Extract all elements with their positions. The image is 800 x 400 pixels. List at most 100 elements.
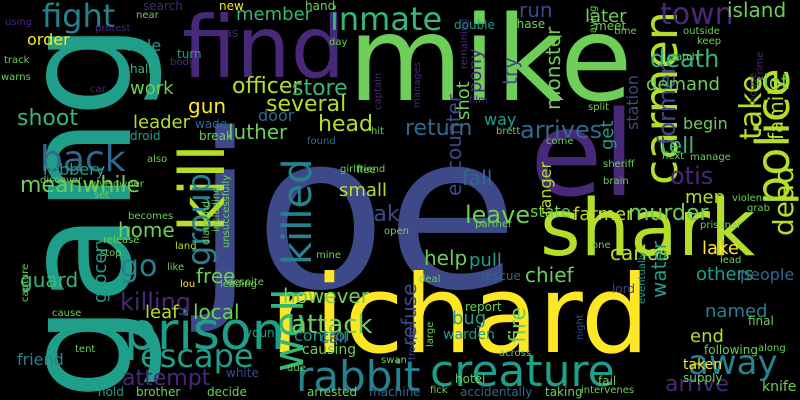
cloud-word: meanwhile [20,173,141,198]
cloud-word: hit [371,126,385,137]
cloud-word: becomes [128,211,174,222]
cloud-word: member [236,4,313,25]
cloud-word: causing [302,342,357,358]
cloud-word: el [530,85,636,223]
cloud-word: using [5,17,33,28]
cloud-word: rescue [481,269,521,283]
cloud-word: farmer [573,204,634,225]
cloud-word: gun [188,94,227,118]
cloud-word: demand [646,74,720,95]
cloud-word: like [167,262,185,273]
cloud-word: head [318,112,373,137]
cloud-word: owner [113,179,144,190]
cloud-word: shark [540,184,756,274]
cloud-word: however [283,284,369,308]
cloud-word: final [748,314,774,328]
cloud-word: meet [595,19,627,33]
cloud-word: mike [348,0,633,128]
cloud-word: day [329,37,348,48]
cloud-word: time [614,26,637,37]
cloud-word: prisoner [700,220,742,231]
cloud-word: fail [598,374,617,388]
cloud-word: white [226,366,259,380]
cloud-word: leader [133,112,191,133]
cloud-word: home [118,218,175,242]
cloud-word: control [294,326,350,345]
cloud-word: trooper [407,323,418,360]
cloud-word: machine [369,385,421,399]
cloud-word: car [90,84,106,95]
cloud-word: away [688,343,778,383]
cloud-word: work [130,78,174,99]
cloud-word: fight [42,0,116,35]
cloud-word: despite [227,277,264,288]
cloud-word: way [484,110,517,129]
cloud-word: several [266,92,347,117]
cloud-word: escape [140,337,254,375]
cloud-word: large [425,321,436,347]
cloud-word: along [758,343,786,354]
cloud-word: give [90,179,112,190]
cloud-word: keep [697,36,722,47]
cloud-word: murder [628,201,709,226]
cloud-word: gas [217,26,239,40]
cloud-word: run [519,0,553,22]
cloud-word: prison [124,302,285,362]
cloud-word: ranger [536,161,555,215]
cloud-word: violence [732,193,774,204]
cloud-word: bug [452,308,487,329]
cloud-word: wade [195,117,228,131]
cloud-word: end [690,326,724,347]
cloud-word: otis [670,162,714,190]
cloud-word: one [592,240,611,251]
cloud-word: accidentally [460,385,533,399]
cloud-word: tell [660,134,695,159]
cloud-word: eventually [637,251,648,304]
cloud-word: door [258,106,295,125]
cloud-word: including [211,186,222,232]
cloud-word: brain [603,176,629,187]
cloud-word: near [136,10,159,21]
cloud-word: hole [127,36,162,55]
cloud-word: chase [510,17,546,31]
cloud-word: robbery [43,160,106,179]
cloud-word: call [320,328,348,347]
cloud-word: brother [136,385,181,399]
cloud-word: release [103,235,140,246]
cloud-word: arrives [520,116,603,144]
cloud-word: people [740,265,795,284]
cloud-word: hall [130,62,152,76]
cloud-word: leave [465,201,531,229]
cloud-word: return [405,116,473,141]
cloud-word: station [623,74,642,130]
cloud-word: search [143,0,183,13]
cloud-word: back [40,139,126,180]
cloud-word: help [424,246,468,270]
cloud-word: killed [275,158,321,265]
cloud-word: due [287,363,306,374]
cloud-word: inmate [330,0,443,38]
cloud-word: young [245,326,283,340]
cloud-word: hand [305,0,336,13]
cloud-word: get [597,120,618,150]
cloud-word: riot [755,70,789,94]
cloud-word: night [575,314,586,340]
cloud-word: later [585,6,627,27]
cloud-word: monster [541,26,565,110]
cloud-word: small [339,180,387,201]
cloud-word: island [727,0,787,22]
cloud-word: mine [316,250,342,261]
cloud-word: leaving [588,5,599,42]
cloud-word: creature [430,346,615,397]
cloud-word: body [170,57,195,68]
cloud-word: track [4,55,30,66]
cloud-word: taken [683,357,723,373]
cloud-word: find [182,0,346,98]
cloud-word: lord [612,282,636,296]
cloud-word: lou [180,279,196,290]
cloud-word: tent [75,344,96,355]
cloud-word: set [94,190,110,201]
cloud-word: turn [177,47,202,61]
cloud-word: dead [767,166,800,236]
